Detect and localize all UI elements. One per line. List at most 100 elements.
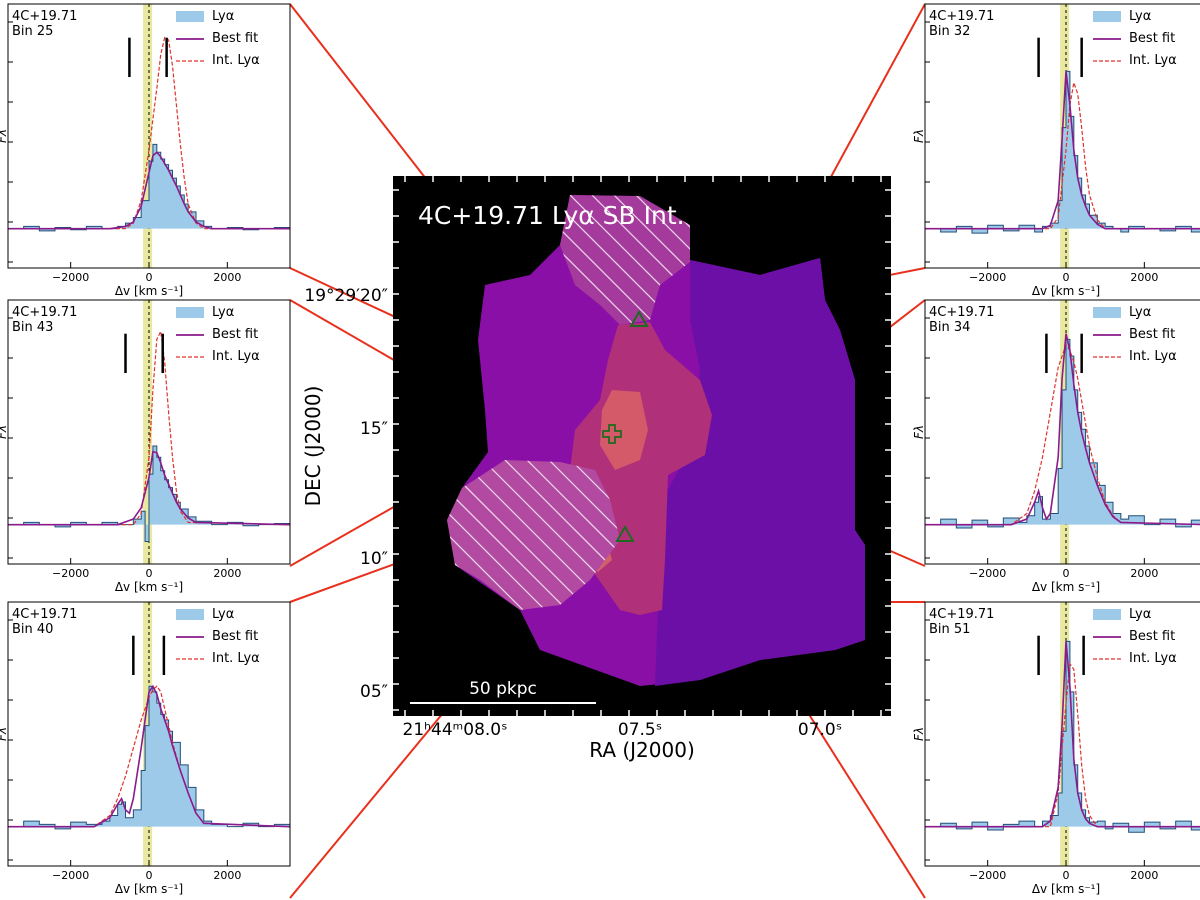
- legend-entry: Int. Lyα: [1129, 53, 1177, 68]
- map-region-east: [655, 258, 865, 686]
- map-regions: [447, 195, 865, 686]
- legend-entry: Best fit: [1129, 327, 1175, 342]
- legend-entry: Best fit: [1129, 31, 1175, 46]
- map-xtick-2: 07.5ˢ: [618, 720, 662, 740]
- legend-entry: Lyα: [212, 607, 234, 622]
- legend-swatch-lya: [176, 307, 204, 318]
- legend-entry: Lyα: [1129, 305, 1151, 320]
- x-tick-label: −2000: [969, 271, 1006, 284]
- lya-spectrum-step: [8, 685, 290, 830]
- y-axis-label: Fλ: [912, 129, 926, 143]
- x-axis-label: Δv [km s⁻¹]: [1032, 284, 1100, 298]
- panel-plot-area: [8, 602, 290, 866]
- x-tick-label: 0: [1063, 869, 1070, 882]
- x-tick-label: −2000: [52, 567, 89, 580]
- best-fit-curve: [8, 450, 290, 526]
- systemic-band: [143, 4, 153, 268]
- x-tick-label: 0: [1063, 567, 1070, 580]
- legend-swatch-lya: [1093, 307, 1121, 318]
- panel-plot-area: [925, 602, 1200, 866]
- legend-swatch-lya: [1093, 609, 1121, 620]
- cross-marker: [602, 424, 622, 444]
- y-axis-label: Fλ: [912, 425, 926, 439]
- x-tick-label: −2000: [969, 869, 1006, 882]
- x-axis-label: Δv [km s⁻¹]: [115, 284, 183, 298]
- object-label: 4C+19.71: [12, 9, 77, 24]
- x-tick-label: 2000: [1130, 271, 1158, 284]
- map-ticks: [393, 176, 891, 716]
- legend-entry: Int. Lyα: [212, 651, 260, 666]
- bin-label: Bin 25: [12, 24, 53, 39]
- int-lya-curve: [8, 36, 290, 230]
- bin-label: Bin 34: [929, 320, 970, 335]
- legend-entry: Best fit: [1129, 629, 1175, 644]
- lya-spectrum-fill: [8, 686, 290, 829]
- hatch-line: [560, 195, 690, 325]
- panel-plot-area: [8, 4, 290, 268]
- legend-entry: Int. Lyα: [1129, 651, 1177, 666]
- best-fit-curve: [925, 641, 1200, 828]
- map-ytick-2: 15″: [360, 419, 388, 439]
- panel-plot-area: [925, 4, 1200, 268]
- map-xtick-1: 21ʰ44ᵐ08.0ˢ: [403, 720, 508, 740]
- best-fit-curve: [925, 71, 1200, 230]
- legend-entry: Best fit: [212, 629, 258, 644]
- legend-entry: Int. Lyα: [212, 53, 260, 68]
- x-tick-label: 0: [146, 567, 153, 580]
- bin-label: Bin 32: [929, 24, 970, 39]
- x-tick-label: 0: [146, 869, 153, 882]
- legend-entry: Lyα: [212, 9, 234, 24]
- object-label: 4C+19.71: [929, 607, 994, 622]
- int-lya-curve: [925, 80, 1200, 230]
- x-tick-label: −2000: [969, 567, 1006, 580]
- systemic-band: [143, 300, 153, 564]
- triangle-marker-north: [629, 309, 649, 327]
- best-fit-curve: [8, 151, 290, 230]
- legend-entry: Int. Lyα: [1129, 349, 1177, 364]
- legend-entry: Lyα: [212, 305, 234, 320]
- x-tick-label: −2000: [52, 271, 89, 284]
- object-label: 4C+19.71: [12, 305, 77, 320]
- surface-brightness-map: 4C+19.71 Lyα SB Int. 50 pkpc 19°29′20″ 1…: [301, 176, 891, 762]
- panel-plot-area: [925, 300, 1200, 564]
- y-axis-label: Fλ: [912, 727, 926, 741]
- legend-swatch-lya: [176, 11, 204, 22]
- x-axis-label: Δv [km s⁻¹]: [115, 882, 183, 896]
- triangle-marker-south: [615, 524, 635, 542]
- lya-spectrum-step: [925, 640, 1200, 833]
- hatch-line: [560, 195, 690, 325]
- bin-label: Bin 51: [929, 622, 970, 637]
- x-tick-label: −2000: [52, 869, 89, 882]
- map-region-north-hatched: [560, 195, 690, 325]
- x-tick-label: 2000: [1130, 567, 1158, 580]
- int-lya-curve: [925, 343, 1200, 526]
- bin-label: Bin 43: [12, 320, 53, 335]
- legend-entry: Lyα: [1129, 9, 1151, 24]
- legend-entry: Best fit: [212, 31, 258, 46]
- map-ytick-3: 10″: [360, 549, 388, 569]
- legend-swatch-lya: [1093, 11, 1121, 22]
- map-ylabel: DEC (J2000): [301, 386, 325, 507]
- map-ytick-4: 05″: [360, 682, 388, 702]
- legend-entry: Lyα: [1129, 607, 1151, 622]
- map-ytick-1: 19°29′20″: [304, 286, 388, 306]
- best-fit-curve: [8, 684, 290, 828]
- map-xtick-3: 07.0ˢ: [798, 720, 842, 740]
- int-lya-curve: [925, 662, 1200, 828]
- bin-label: Bin 40: [12, 622, 53, 637]
- x-tick-label: 0: [146, 271, 153, 284]
- best-fit-curve: [925, 333, 1200, 526]
- y-axis-label: Fλ: [0, 425, 9, 439]
- map-region-core: [600, 390, 648, 470]
- hatch-line: [572, 195, 690, 325]
- object-label: 4C+19.71: [929, 305, 994, 320]
- x-tick-label: 2000: [213, 869, 241, 882]
- x-tick-label: 0: [1063, 271, 1070, 284]
- legend-entry: Int. Lyα: [212, 349, 260, 364]
- x-tick-label: 2000: [1130, 869, 1158, 882]
